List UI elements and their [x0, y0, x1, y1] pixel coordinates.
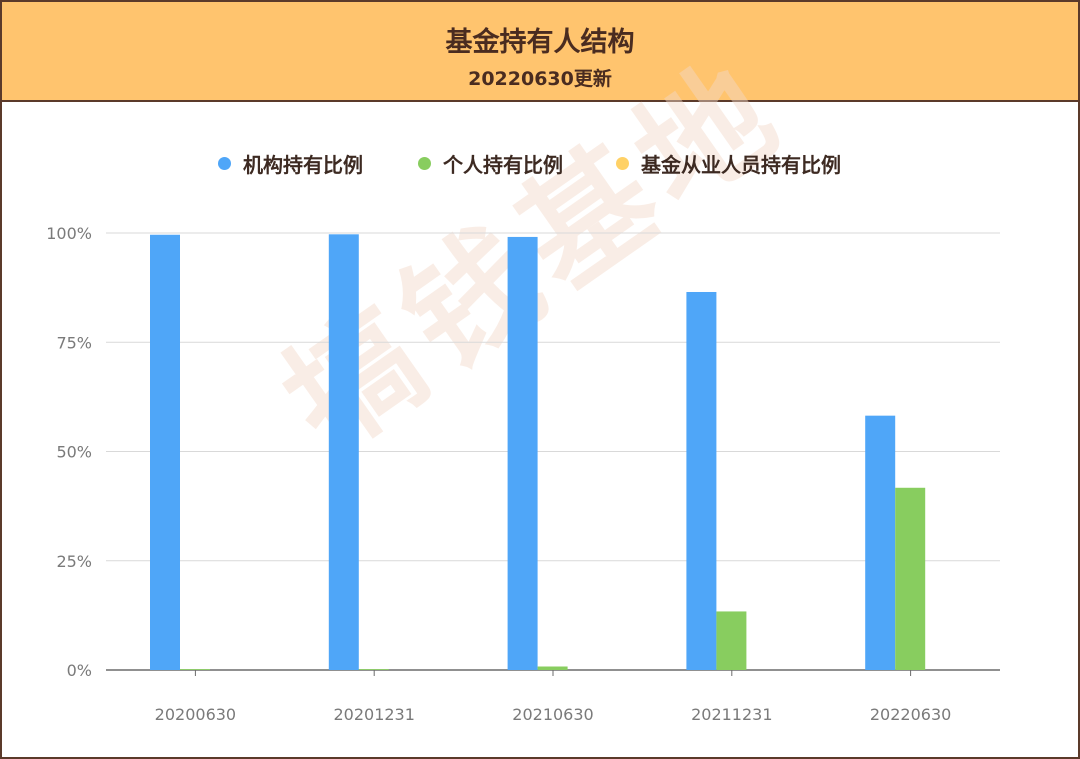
- bar-institutional: [865, 415, 896, 670]
- bar-institutional: [507, 236, 538, 671]
- y-tick-label: 25%: [56, 552, 92, 571]
- bar-institutional: [328, 234, 359, 670]
- y-tick-label: 75%: [56, 333, 92, 352]
- header-banner: 基金持有人结构 20220630更新: [2, 2, 1078, 102]
- chart-title: 基金持有人结构: [445, 27, 635, 58]
- bar-individual: [716, 611, 747, 670]
- bar-individual: [537, 666, 568, 670]
- x-tick-label: 20200630: [155, 705, 236, 724]
- legend-item-individual[interactable]: 个人持有比例: [418, 148, 563, 178]
- legend-dot-institutional: [218, 156, 231, 170]
- bar-individual: [180, 669, 210, 670]
- legend-dot-employee: [616, 156, 629, 170]
- chart-subtitle: 20220630更新: [468, 68, 612, 90]
- y-tick-label: 100%: [46, 224, 92, 243]
- legend-label-institutional: 机构持有比例: [243, 152, 363, 177]
- x-tick-label: 20211231: [691, 705, 772, 724]
- legend-item-employee[interactable]: 基金从业人员持有比例: [616, 148, 841, 178]
- bar-individual: [895, 487, 926, 670]
- x-tick-label: 20220630: [870, 705, 951, 724]
- legend-dot-individual: [418, 156, 431, 170]
- y-tick-label: 50%: [56, 443, 92, 462]
- bar-institutional: [686, 291, 717, 670]
- legend-label-individual: 个人持有比例: [443, 152, 563, 177]
- x-tick-label: 20210630: [512, 705, 593, 724]
- bar-institutional: [150, 234, 180, 671]
- x-tick-label: 20201231: [333, 705, 414, 724]
- legend-item-institutional[interactable]: 机构持有比例: [218, 148, 363, 178]
- legend-label-employee: 基金从业人员持有比例: [641, 152, 841, 177]
- bar-individual: [358, 669, 389, 670]
- y-tick-label: 0%: [67, 661, 92, 680]
- legend: 机构持有比例 个人持有比例 基金从业人员持有比例: [2, 148, 1078, 178]
